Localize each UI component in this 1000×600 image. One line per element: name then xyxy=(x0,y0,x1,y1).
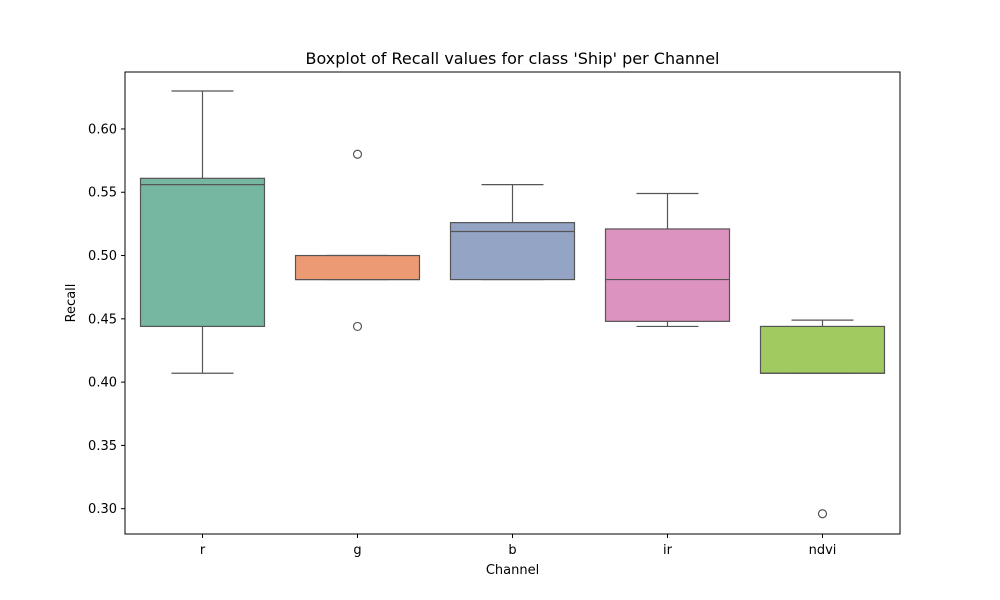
chart-title: Boxplot of Recall values for class 'Ship… xyxy=(306,49,720,68)
y-axis-ticks: 0.30 0.35 0.40 0.45 0.50 0.55 0.60 xyxy=(88,122,125,517)
box-iqr xyxy=(294,254,421,281)
box-g xyxy=(294,149,421,332)
outlier-point xyxy=(817,509,828,519)
x-tick-label: ndvi xyxy=(809,543,837,558)
box-ir xyxy=(604,192,731,328)
y-tick-label: 0.30 xyxy=(88,502,117,517)
box-r xyxy=(139,90,266,374)
y-tick-label: 0.35 xyxy=(88,439,117,454)
y-tick-label: 0.60 xyxy=(88,122,117,137)
y-tick-label: 0.45 xyxy=(88,312,117,327)
box-iqr xyxy=(449,222,576,281)
box-b xyxy=(449,184,576,281)
box-ndvi xyxy=(759,319,886,519)
box-iqr xyxy=(759,325,886,374)
y-axis-label: Recall xyxy=(64,284,79,323)
box-iqr xyxy=(604,228,731,322)
x-tick-label: r xyxy=(200,543,206,558)
x-tick-label: g xyxy=(353,543,361,558)
y-tick-label: 0.55 xyxy=(88,186,117,201)
x-tick-label: ir xyxy=(663,543,673,558)
outlier-point xyxy=(352,321,363,332)
y-tick-label: 0.50 xyxy=(88,249,117,264)
x-axis-label: Channel xyxy=(486,563,539,578)
y-tick-label: 0.40 xyxy=(88,376,117,391)
x-axis-ticks: r g b ir ndvi xyxy=(200,534,837,558)
outlier-point xyxy=(352,149,363,159)
x-tick-label: b xyxy=(508,543,516,558)
plot-area-frame xyxy=(124,71,901,535)
boxes-group xyxy=(139,90,886,519)
box-iqr xyxy=(139,177,266,328)
